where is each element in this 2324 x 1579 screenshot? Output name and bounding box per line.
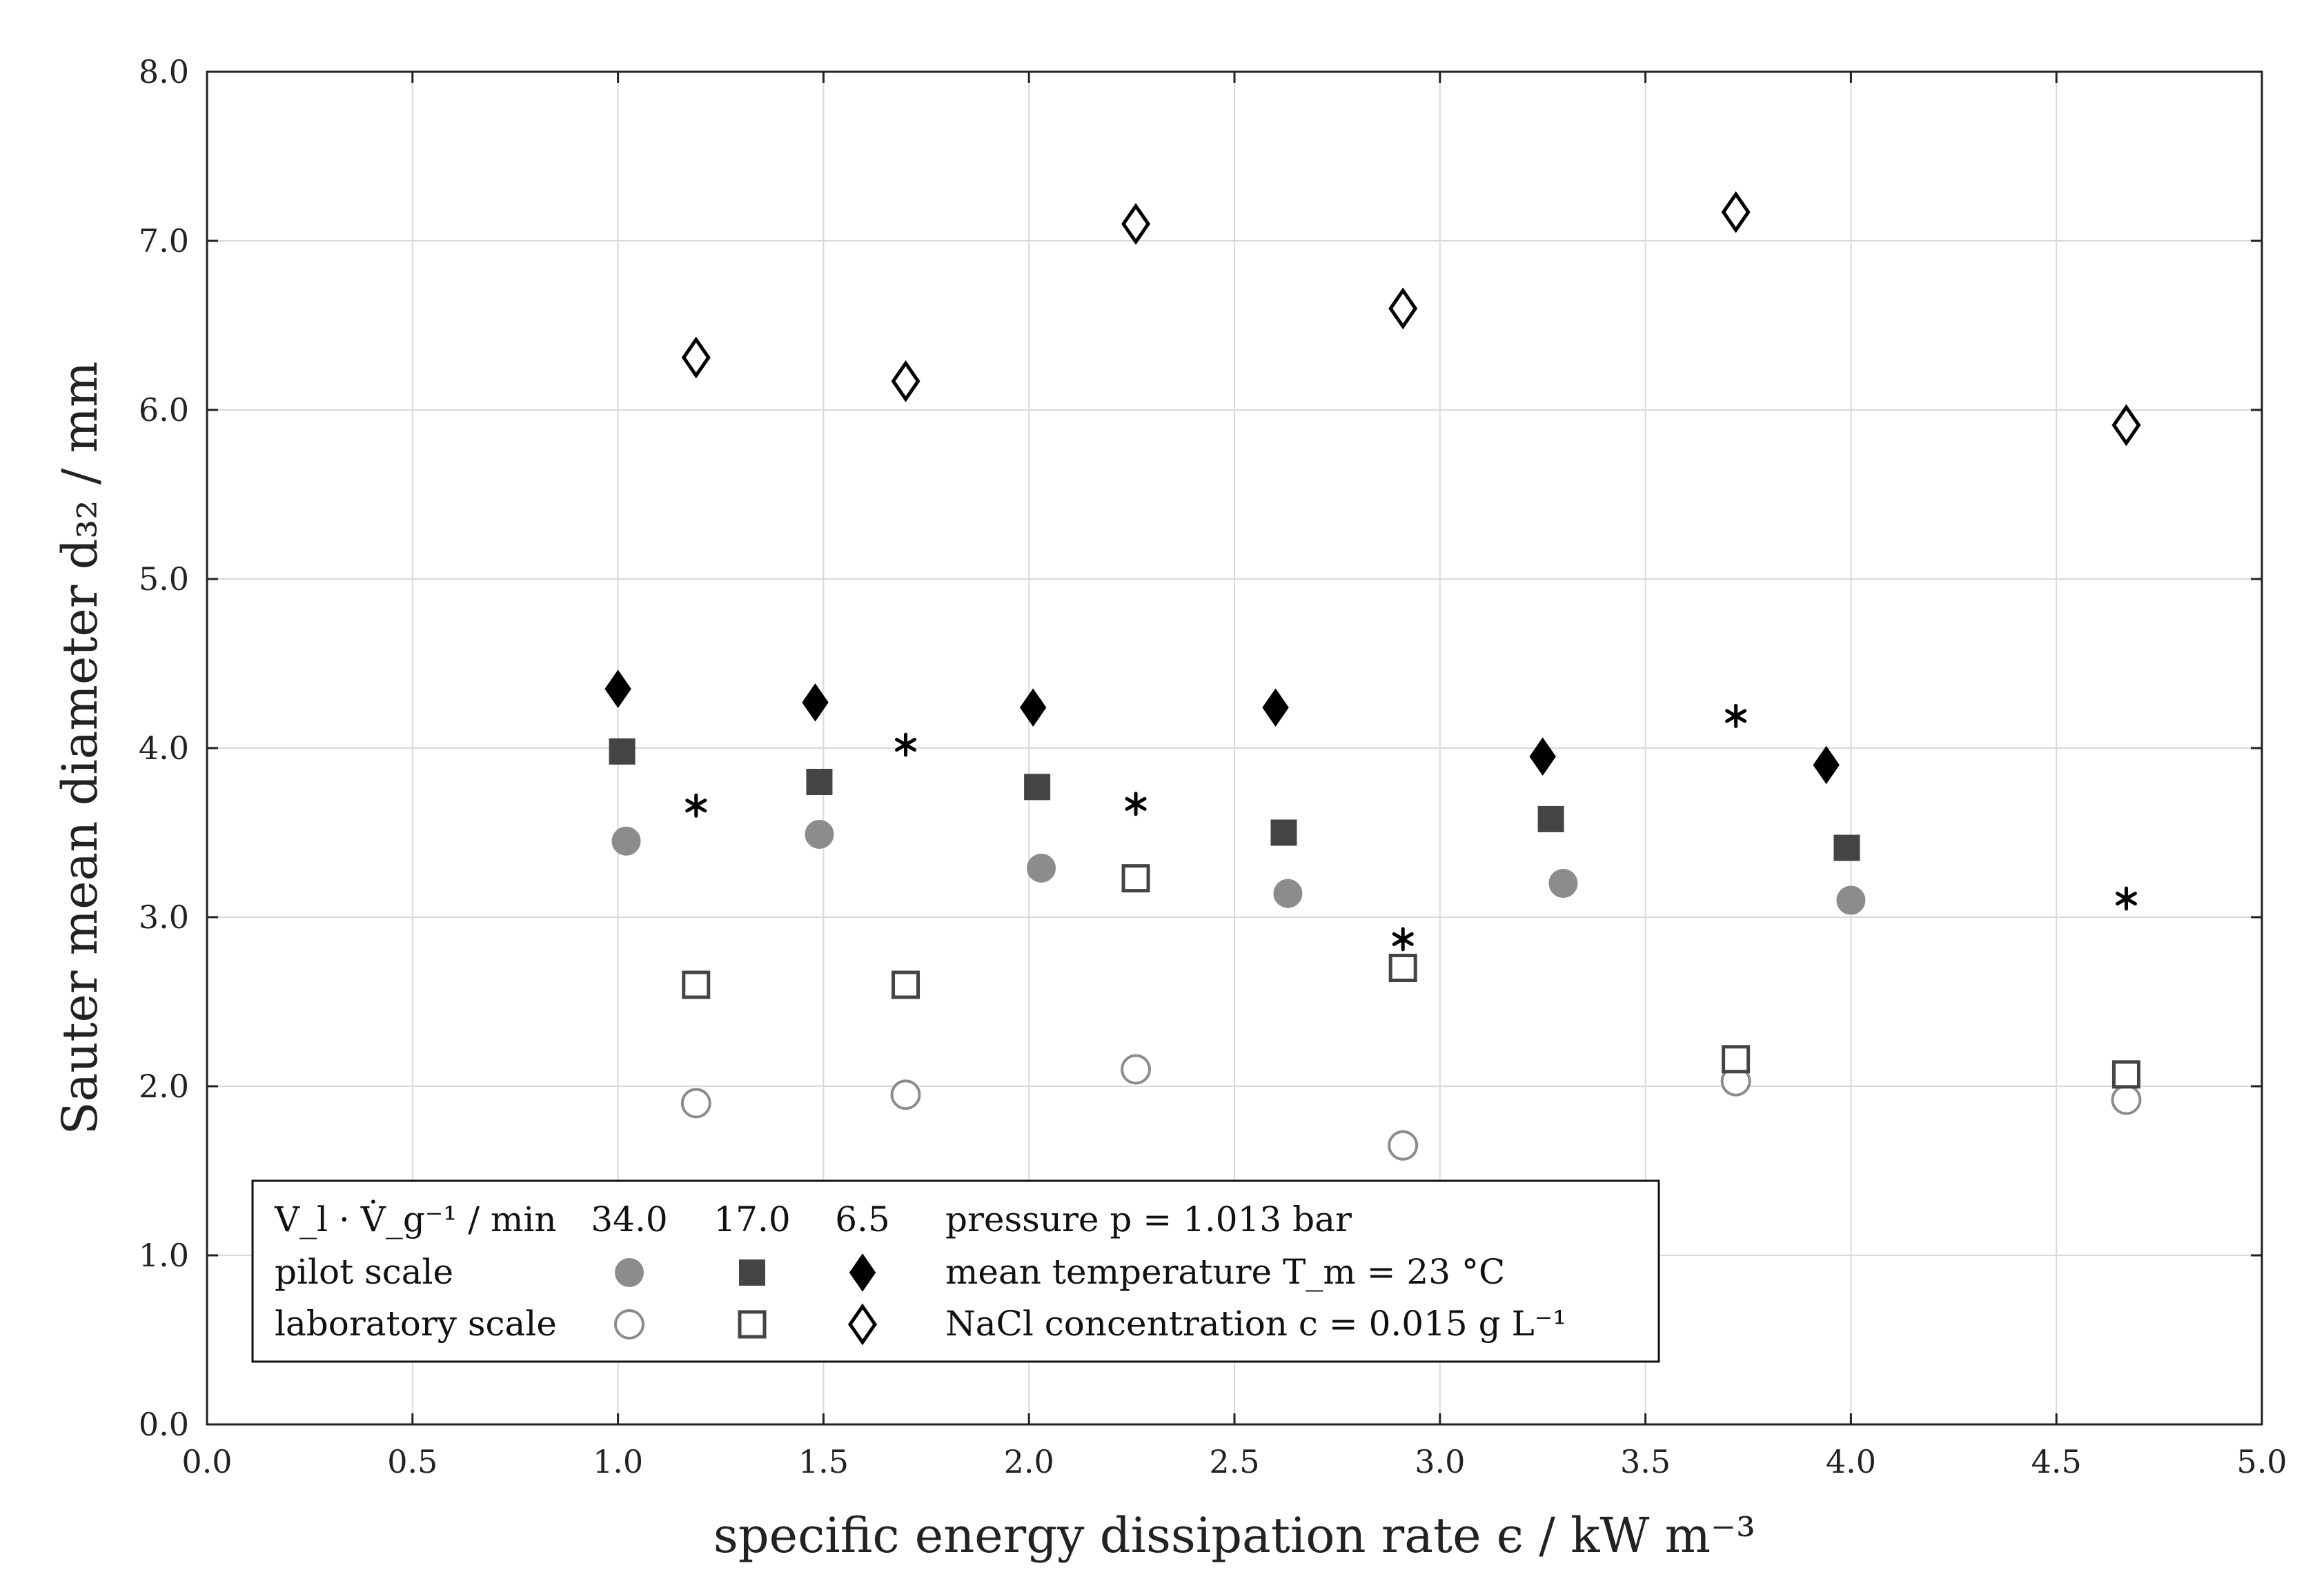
- y-tick-label: 6.0: [139, 391, 189, 429]
- legend-marker-filled-diamond: [849, 1253, 876, 1292]
- legend-marker-filled-circle: [615, 1258, 644, 1287]
- y-tick-labels: 0.0 1.0 2.0 3.0 4.0 5.0 6.0 7.0 8.0: [139, 53, 189, 1443]
- x-tick-labels: 0.0 0.5 1.0 1.5 2.0 2.5 3.0 3.5 4.0 4.5 5.0: [181, 1443, 2287, 1480]
- point-open-diamond-4: [1721, 190, 1751, 233]
- legend-markers: [614, 1253, 878, 1346]
- point-open-diamond-3: [1388, 287, 1418, 330]
- legend: V_l · V̇_g⁻¹ / min 34.0 17.0 6.5 pilot s…: [251, 1179, 1660, 1363]
- point-asterisk-0: [685, 793, 707, 818]
- point-open-circle-2: [1121, 1054, 1152, 1085]
- point-open-diamond-2: [1121, 203, 1151, 245]
- point-filled-diamond-1: [802, 683, 829, 722]
- asterisk-stroke: [685, 798, 707, 813]
- point-open-diamond-5: [2111, 404, 2141, 447]
- legend-marker-open-diamond: [847, 1303, 878, 1346]
- point-filled-square-1: [806, 769, 833, 795]
- x-tick-label: 4.5: [2031, 1443, 2082, 1480]
- point-open-square-1: [892, 970, 920, 999]
- point-filled-square-3: [1270, 819, 1297, 846]
- point-filled-circle-2: [1027, 853, 1056, 883]
- point-filled-circle-3: [1273, 879, 1303, 908]
- asterisk-stroke: [895, 738, 917, 752]
- y-tick-label: 3.0: [139, 899, 189, 936]
- data-points: [604, 190, 2142, 1161]
- point-open-square-0: [682, 970, 711, 999]
- legend-header-label: V_l · V̇_g⁻¹ / min: [274, 1199, 557, 1239]
- point-filled-circle-0: [611, 826, 641, 856]
- y-tick-label: 8.0: [139, 53, 189, 90]
- point-open-square-5: [2111, 1060, 2140, 1089]
- legend-row-pilot-scale: pilot scale: [275, 1252, 453, 1292]
- x-axis-title: specific energy dissipation rate ϵ / kW …: [713, 1507, 1755, 1564]
- point-open-circle-1: [890, 1079, 921, 1110]
- x-tick-label: 0.0: [181, 1443, 232, 1480]
- asterisk-stroke: [2115, 892, 2137, 906]
- point-open-square-4: [1722, 1045, 1751, 1074]
- x-tick-label: 3.0: [1415, 1443, 1465, 1480]
- y-axis-title: Sauter mean diameter d₃₂ / mm: [52, 362, 108, 1135]
- y-tick-label: 2.0: [139, 1068, 189, 1105]
- point-open-circle-0: [680, 1088, 711, 1119]
- legend-marker-open-circle: [614, 1309, 644, 1340]
- point-filled-square-0: [609, 738, 636, 765]
- point-open-diamond-0: [681, 336, 711, 379]
- y-tick-label: 5.0: [139, 560, 189, 598]
- x-tick-label: 2.5: [1209, 1443, 1259, 1480]
- x-tick-label: 3.5: [1620, 1443, 1671, 1480]
- point-filled-circle-5: [1836, 885, 1866, 915]
- point-asterisk-4: [1725, 703, 1747, 728]
- point-filled-square-2: [1024, 774, 1051, 801]
- asterisk-stroke: [1125, 796, 1147, 811]
- point-filled-diamond-4: [1529, 737, 1556, 776]
- legend-column-6-5: 6.5: [835, 1199, 890, 1239]
- point-open-square-2: [1121, 864, 1150, 893]
- x-tick-label: 0.5: [387, 1443, 437, 1480]
- x-tick-label: 2.0: [1004, 1443, 1054, 1480]
- x-tick-label: 5.0: [2236, 1443, 2287, 1480]
- point-filled-circle-1: [805, 819, 834, 849]
- point-filled-diamond-2: [1019, 688, 1047, 727]
- legend-marker-filled-square: [739, 1259, 765, 1286]
- point-asterisk-1: [895, 732, 917, 757]
- legend-note-nacl: NaCl concentration c = 0.015 g L⁻¹: [945, 1304, 1566, 1344]
- point-open-square-3: [1388, 954, 1417, 982]
- axis-ticks: [206, 70, 2263, 1426]
- point-filled-diamond-0: [604, 669, 631, 709]
- point-filled-diamond-3: [1262, 688, 1289, 727]
- legend-box: [251, 1179, 1660, 1363]
- legend-marker-open-square: [738, 1310, 767, 1339]
- legend-row-laboratory-scale: laboratory scale: [275, 1304, 557, 1344]
- legend-column-17: 17.0: [713, 1199, 790, 1239]
- point-open-circle-3: [1388, 1130, 1419, 1161]
- point-filled-diamond-5: [1813, 745, 1840, 785]
- y-tick-label: 1.0: [139, 1237, 189, 1274]
- y-tick-label: 7.0: [139, 222, 189, 259]
- point-filled-square-5: [1833, 834, 1860, 861]
- point-open-diamond-1: [891, 360, 920, 402]
- point-asterisk-2: [1125, 792, 1147, 816]
- point-asterisk-3: [1392, 927, 1414, 952]
- asterisk-stroke: [1392, 932, 1414, 946]
- x-tick-label: 4.0: [1826, 1443, 1876, 1480]
- asterisk-stroke: [1725, 709, 1747, 723]
- point-asterisk-5: [2115, 886, 2137, 911]
- point-filled-square-4: [1537, 805, 1564, 832]
- legend-note-pressure: pressure p = 1.013 bar: [945, 1199, 1352, 1239]
- x-tick-label: 1.0: [593, 1443, 643, 1480]
- legend-column-34: 34.0: [591, 1199, 667, 1239]
- y-tick-label: 4.0: [139, 729, 189, 767]
- y-tick-label: 0.0: [139, 1406, 189, 1443]
- x-tick-label: 1.5: [798, 1443, 849, 1480]
- point-filled-circle-4: [1548, 869, 1578, 898]
- point-open-circle-5: [2111, 1084, 2142, 1115]
- legend-note-temperature: mean temperature T_m = 23 °C: [945, 1252, 1505, 1292]
